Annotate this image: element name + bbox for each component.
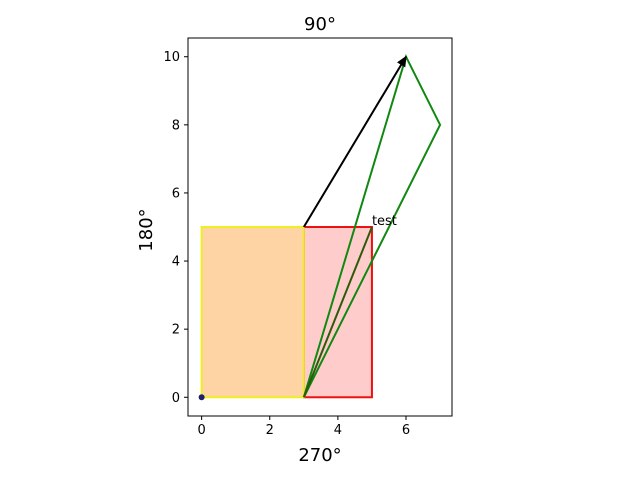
x-tick-label: 2 xyxy=(266,423,274,438)
annotation-text: test xyxy=(372,214,397,229)
y-axis-label: 180° xyxy=(136,208,157,251)
x-tick-label: 6 xyxy=(402,423,410,438)
y-tick-label: 4 xyxy=(172,255,180,270)
y-tick-label: 6 xyxy=(172,186,180,201)
arrow-head xyxy=(397,55,407,68)
y-tick-label: 10 xyxy=(163,50,180,65)
shape-rect-1 xyxy=(200,226,305,399)
y-tick-label: 0 xyxy=(172,391,180,406)
shape-line-3 xyxy=(302,226,373,398)
shape-polygon-2 xyxy=(302,54,442,398)
x-axis-label: 270° xyxy=(298,445,341,466)
data-point xyxy=(198,394,205,401)
y-tick-label: 8 xyxy=(172,118,180,133)
x-tick-label: 0 xyxy=(197,423,205,438)
plot-area: test 0 2 4 6 0 2 4 6 8 10 xyxy=(163,37,453,438)
chart-title: 90° xyxy=(304,14,336,35)
axes-frame xyxy=(187,37,453,417)
x-tick-label: 4 xyxy=(334,423,342,438)
y-tick-label: 2 xyxy=(172,323,180,338)
arrow-shaft xyxy=(302,56,407,228)
